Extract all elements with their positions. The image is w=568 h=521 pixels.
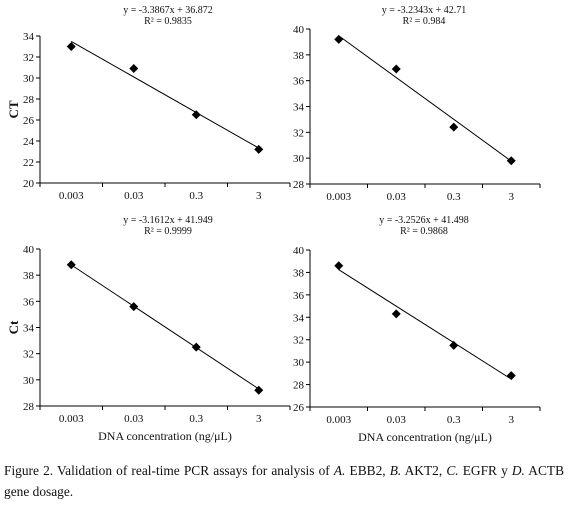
- figure-panels: 20 22 24 26 28 30 32 34 0.003 0.03 0.3 3 y = -3.3867…: [6, 5, 541, 444]
- r-squared-label: R² = 0.9999: [144, 226, 192, 237]
- r-squared-label: R² = 0.9835: [144, 16, 192, 27]
- y-tick-label: 36: [23, 296, 35, 308]
- y-tick-label: 40: [293, 245, 305, 257]
- x-tick-label: 0.03: [124, 190, 144, 202]
- caption-panel-b: B.: [389, 463, 402, 478]
- y-tick-label: 30: [293, 153, 305, 165]
- caption-panel-c: C.: [446, 463, 459, 478]
- y-tick-label: 32: [23, 52, 34, 64]
- caption-text-egfr: EGFR y: [458, 463, 512, 478]
- x-tick-label: 0.003: [326, 191, 351, 203]
- y-tick-label: 38: [293, 267, 305, 279]
- caption-text-ebb2: EBB2,: [345, 463, 390, 478]
- x-tick-label: 0.003: [59, 190, 84, 202]
- trendline-equation: y = -3.3867x + 36.872: [123, 5, 213, 16]
- y-tick-label: 32: [293, 335, 304, 347]
- x-tick-label: 3: [509, 414, 515, 426]
- data-point: [391, 309, 401, 319]
- y-tick-label: 28: [23, 401, 35, 413]
- data-point: [191, 110, 201, 120]
- y-tick-label: 34: [23, 323, 35, 335]
- trendline-equation: y = -3.2343x + 42.71: [382, 5, 467, 16]
- trendline: [338, 269, 512, 380]
- y-tick-label: 26: [23, 115, 35, 127]
- x-tick-label: 0.3: [447, 414, 461, 426]
- x-tick-label: 0.003: [59, 413, 84, 425]
- caption-prefix: Figure 2. Validation of real-time PCR as…: [4, 463, 334, 478]
- x-tick-label: 3: [256, 413, 262, 425]
- y-tick-label: 38: [293, 50, 305, 62]
- data-point: [449, 340, 459, 350]
- trendline-equation: y = -3.1612x + 41.949: [123, 215, 213, 226]
- caption-text-akt2: AKT2,: [401, 463, 447, 478]
- x-tick-label: 0.3: [189, 190, 203, 202]
- data-point: [506, 156, 516, 166]
- x-tick-label: 0.03: [387, 414, 407, 426]
- y-tick-label: 28: [23, 94, 35, 106]
- data-point: [506, 371, 516, 381]
- data-point: [254, 385, 264, 395]
- y-tick-label: 26: [293, 402, 305, 414]
- y-tick-label: 36: [293, 76, 305, 88]
- y-tick-label: 40: [23, 244, 35, 256]
- data-point: [191, 342, 201, 352]
- y-tick-label: 28: [293, 380, 305, 392]
- y-tick-label: 30: [293, 357, 305, 369]
- x-axis-title: DNA concentration (ng/μL): [358, 430, 492, 444]
- y-tick-label: 38: [23, 270, 35, 282]
- caption-panel-d: D.: [511, 463, 525, 478]
- data-point: [129, 302, 139, 312]
- x-tick-label: 3: [509, 191, 515, 203]
- y-tick-label: 24: [23, 136, 35, 148]
- trendline: [338, 35, 512, 162]
- x-tick-label: 0.03: [124, 413, 144, 425]
- y-tick-label: 32: [23, 349, 34, 361]
- y-tick-label: 34: [293, 312, 305, 324]
- x-tick-label: 0.3: [447, 191, 461, 203]
- data-point: [66, 260, 76, 270]
- y-tick-label: 36: [293, 290, 305, 302]
- caption-panel-a: A.: [333, 463, 346, 478]
- data-point: [66, 42, 76, 51]
- y-tick-label: 34: [23, 31, 35, 43]
- y-axis-title: CT: [6, 100, 21, 118]
- x-axis-title: DNA concentration (ng/μL): [98, 429, 232, 443]
- data-point: [334, 34, 344, 44]
- y-tick-label: 28: [293, 179, 305, 191]
- x-tick-label: 0.03: [387, 191, 407, 203]
- data-point: [254, 144, 264, 154]
- y-tick-label: 22: [23, 157, 34, 169]
- y-tick-label: 32: [293, 127, 304, 139]
- x-tick-label: 3: [256, 190, 262, 202]
- figure-caption: Figure 2. Validation of real-time PCR as…: [4, 460, 564, 502]
- trendline-equation: y = -3.2526x + 41.498: [379, 215, 469, 226]
- y-axis-title: Ct: [6, 320, 21, 334]
- x-tick-label: 0.3: [189, 413, 203, 425]
- trendline: [70, 264, 260, 390]
- r-squared-label: R² = 0.984: [403, 16, 446, 27]
- caption-text-actb: ACTB gene dosage.: [4, 463, 565, 499]
- y-tick-label: 20: [23, 178, 35, 190]
- data-point: [334, 261, 344, 271]
- r-squared-label: R² = 0.9868: [400, 226, 448, 237]
- data-point: [129, 64, 139, 74]
- x-tick-label: 0.003: [326, 414, 351, 426]
- trendline: [71, 40, 259, 149]
- y-tick-label: 40: [293, 24, 305, 36]
- y-tick-label: 30: [23, 73, 35, 85]
- data-point: [449, 122, 459, 132]
- y-tick-label: 34: [293, 102, 305, 114]
- data-point: [391, 64, 401, 74]
- y-tick-label: 30: [23, 375, 35, 387]
